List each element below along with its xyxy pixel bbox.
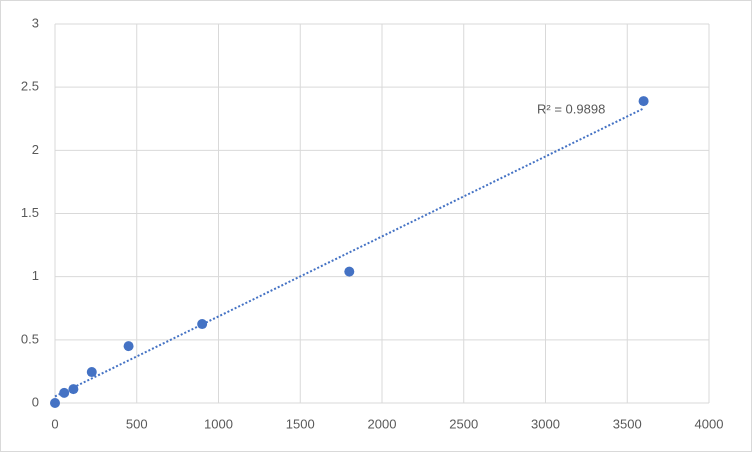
- point: [86, 367, 97, 378]
- y-tick-label: 1: [32, 268, 39, 283]
- x-tick-label: 4000: [695, 416, 724, 431]
- y-tick-label: 2: [32, 142, 39, 157]
- trendline: [54, 107, 645, 398]
- point: [50, 398, 60, 408]
- point: [59, 387, 70, 398]
- point: [344, 266, 355, 277]
- point: [68, 384, 79, 395]
- x-tick-label: 500: [126, 416, 148, 431]
- point: [123, 341, 134, 352]
- y-tick-label: 1.5: [21, 205, 39, 220]
- x-tick-label: 0: [51, 416, 58, 431]
- y-tick-label: 3: [32, 15, 39, 30]
- annotation: R² = 0.9898: [537, 101, 605, 116]
- x-tick-label: 3500: [613, 416, 642, 431]
- x-tick-label: 3000: [531, 416, 560, 431]
- x-tick-label: 2000: [368, 416, 397, 431]
- point: [197, 319, 208, 330]
- point: [638, 96, 649, 107]
- x-tick-label: 2500: [449, 416, 478, 431]
- y-tick-label: 0.5: [21, 331, 39, 346]
- x-tick-label: 1000: [204, 416, 233, 431]
- y-tick-label: 0: [32, 394, 39, 409]
- x-tick-label: 1500: [286, 416, 315, 431]
- y-tick-label: 2.5: [21, 79, 39, 94]
